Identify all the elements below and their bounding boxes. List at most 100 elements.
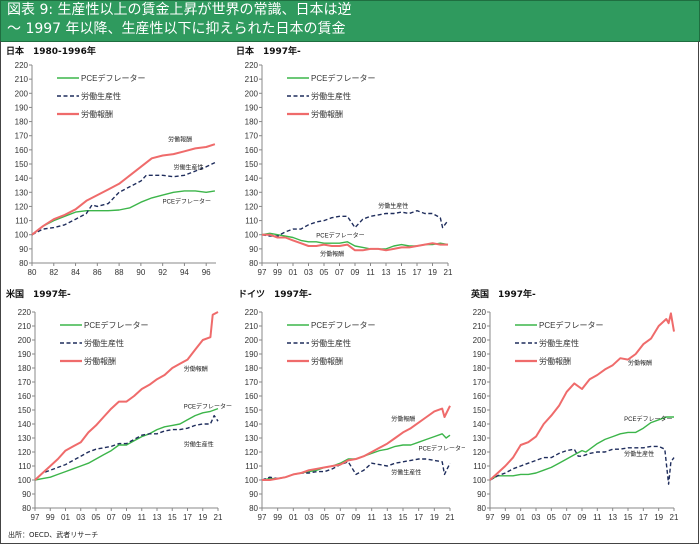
- y-tick-label: 150: [15, 160, 29, 169]
- x-tick-label: 05: [92, 513, 101, 522]
- legend-label: 労働生産性: [84, 338, 124, 348]
- x-tick-label: 21: [214, 513, 223, 522]
- y-tick-label: 150: [18, 406, 32, 415]
- x-tick-label: 17: [414, 513, 423, 522]
- x-tick-label: 19: [198, 513, 207, 522]
- series-line-productivity: [31, 161, 216, 236]
- y-tick-label: 180: [15, 118, 29, 127]
- y-tick-label: 200: [473, 336, 487, 345]
- annotation-label: 労働生産性: [391, 468, 421, 476]
- y-tick-label: 190: [18, 350, 32, 359]
- figure-header: 図表 9: 生産性以上の賃金上昇が世界の常識、日本は逆 ～ 1997 年以降、生…: [0, 0, 700, 42]
- series-line-pce: [34, 407, 219, 481]
- y-tick-label: 120: [245, 448, 259, 457]
- legend-label: 労働報酬: [311, 356, 343, 366]
- legend-label: PCEデフレーター: [539, 320, 603, 330]
- x-tick-label: 84: [71, 268, 80, 277]
- y-tick-label: 90: [249, 490, 258, 499]
- source-note: 出所：OECD、武者リサーチ: [8, 531, 99, 539]
- y-tick-label: 130: [245, 188, 259, 197]
- y-tick-label: 180: [473, 364, 487, 373]
- y-tick-label: 220: [245, 308, 259, 317]
- y-tick-label: 170: [473, 378, 487, 387]
- annotation-label: 労働生産性: [378, 202, 408, 210]
- y-tick-label: 100: [15, 231, 29, 240]
- y-tick-label: 90: [477, 490, 486, 499]
- x-tick-label: 07: [335, 268, 344, 277]
- annotation-label: 労働報酬: [184, 365, 208, 373]
- y-tick-label: 210: [245, 75, 259, 84]
- x-tick-label: 09: [578, 513, 587, 522]
- y-tick-label: 80: [19, 259, 28, 268]
- y-tick-label: 140: [18, 420, 32, 429]
- x-tick-label: 03: [532, 513, 541, 522]
- chart-title: 日本 1980-1996年: [6, 47, 96, 57]
- legend-label: 労働生産性: [311, 91, 351, 101]
- x-tick-label: 88: [115, 268, 124, 277]
- x-tick-label: 97: [258, 268, 267, 277]
- x-tick-label: 07: [562, 513, 571, 522]
- annotation-label: 労働生産性: [624, 450, 654, 458]
- y-tick-label: 150: [245, 406, 259, 415]
- y-tick-label: 160: [245, 392, 259, 401]
- y-tick-label: 80: [249, 259, 258, 268]
- y-tick-label: 190: [245, 350, 259, 359]
- y-tick-label: 90: [249, 245, 258, 254]
- y-tick-label: 180: [245, 118, 259, 127]
- annotation-label: 労働報酬: [391, 415, 415, 423]
- y-tick-label: 160: [473, 392, 487, 401]
- x-tick-label: 96: [202, 268, 211, 277]
- y-tick-label: 220: [245, 61, 259, 70]
- annotation-label: 労働報酬: [320, 250, 344, 258]
- y-tick-label: 90: [19, 245, 28, 254]
- legend-label: 労働報酬: [84, 356, 116, 366]
- series-line-pce: [489, 416, 674, 481]
- x-tick-label: 03: [304, 268, 313, 277]
- y-tick-label: 120: [15, 202, 29, 211]
- x-tick-label: 90: [136, 268, 145, 277]
- chart-title: 米国 1997年-: [6, 290, 71, 300]
- x-tick-label: 03: [76, 513, 85, 522]
- legend-label: 労働生産性: [539, 338, 579, 348]
- x-tick-label: 03: [305, 513, 314, 522]
- x-tick-label: 15: [624, 513, 633, 522]
- chart-svg: 8090100110120130140150160170180190200210…: [18, 308, 232, 522]
- series-line-productivity: [34, 414, 219, 481]
- figure-title-line2: ～ 1997 年以降、生産性以下に抑えられた日本の賃金: [7, 21, 346, 37]
- x-tick-label: 19: [430, 513, 439, 522]
- y-tick-label: 110: [18, 462, 31, 471]
- y-tick-label: 220: [15, 61, 29, 70]
- chart-uk-1997: 英国 1997年- 80 90 100 110 120 130 140 150 160 170 18…: [465, 285, 698, 525]
- x-tick-label: 97: [31, 513, 40, 522]
- y-tick-label: 120: [18, 448, 32, 457]
- y-tick-label: 180: [245, 364, 259, 373]
- series-line-pce: [31, 190, 216, 236]
- y-tick-label: 210: [15, 75, 29, 84]
- x-tick-label: 99: [46, 513, 55, 522]
- x-tick-label: 01: [516, 513, 525, 522]
- annotation-label: PCEデフレーター: [316, 232, 364, 240]
- x-tick-label: 11: [138, 513, 147, 522]
- y-tick-label: 160: [15, 146, 29, 155]
- y-tick-label: 200: [15, 89, 29, 98]
- y-tick-label: 220: [18, 308, 32, 317]
- y-tick-label: 190: [473, 350, 487, 359]
- y-tick-label: 140: [15, 174, 29, 183]
- legend-label: 労働報酬: [539, 356, 571, 366]
- y-tick-label: 200: [245, 89, 259, 98]
- y-tick-label: 120: [473, 448, 487, 457]
- y-tick-label: 80: [22, 504, 31, 513]
- annotation-label: PCEデフレーター: [419, 445, 465, 453]
- chart-us-1997: 米国 1997年- 80 90 100 110 120 130 140 150 160 170 18…: [0, 285, 233, 525]
- y-tick-label: 190: [15, 103, 29, 112]
- y-tick-label: 90: [22, 490, 31, 499]
- x-tick-label: 13: [382, 268, 391, 277]
- legend-label: 労働生産性: [311, 338, 351, 348]
- x-tick-label: 13: [608, 513, 617, 522]
- y-tick-label: 100: [245, 231, 259, 240]
- x-tick-label: 86: [93, 268, 102, 277]
- series-line-productivity: [261, 209, 449, 237]
- x-tick-label: 11: [368, 513, 377, 522]
- chart-svg: 8090100110120130140150160170180190200210…: [473, 308, 679, 522]
- annotation-label: 労働生産性: [174, 164, 204, 172]
